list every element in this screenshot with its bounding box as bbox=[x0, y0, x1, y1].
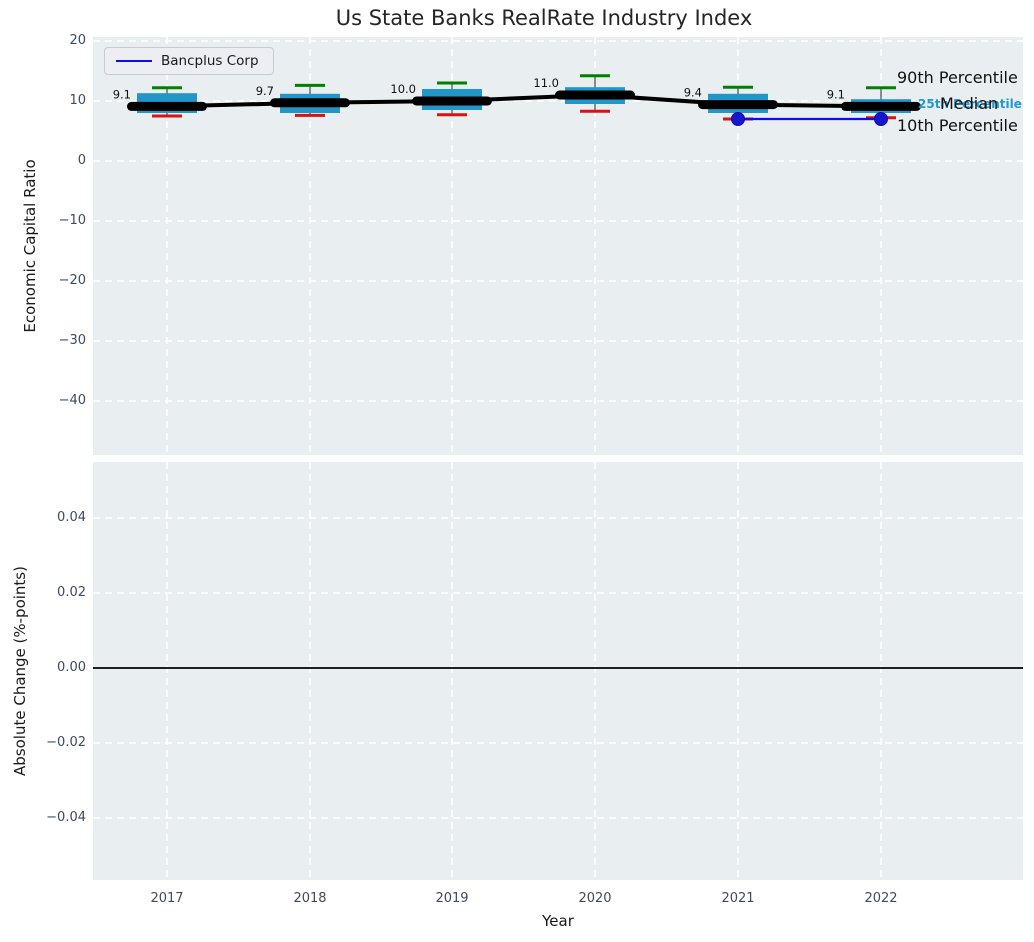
median-value-label: 9.7 bbox=[256, 84, 274, 98]
bancplus-marker bbox=[874, 112, 888, 126]
top-y-tick--40: −40 bbox=[58, 393, 86, 408]
median-value-label: 9.1 bbox=[827, 87, 845, 101]
annotation-90th-percentile: 90th Percentile bbox=[897, 68, 1018, 87]
top-y-tick-0: 0 bbox=[77, 153, 86, 168]
top-y-tick--20: −20 bbox=[58, 273, 86, 288]
bottom-y-tick-0.04: 0.04 bbox=[57, 510, 86, 525]
legend-line-swatch bbox=[116, 60, 152, 62]
x-tick-2018: 2018 bbox=[293, 891, 327, 906]
top-y-tick--10: −10 bbox=[58, 213, 86, 228]
median-capsule bbox=[698, 100, 778, 110]
median-value-label: 9.4 bbox=[684, 86, 702, 100]
median-capsule bbox=[412, 96, 492, 106]
x-axis-label: Year bbox=[542, 912, 574, 930]
median-capsule bbox=[127, 101, 207, 111]
median-value-label: 11.0 bbox=[533, 76, 559, 90]
x-tick-2019: 2019 bbox=[435, 891, 469, 906]
chart-title: Us State Banks RealRate Industry Index bbox=[335, 6, 753, 30]
bottom-y-tick-0: 0.00 bbox=[57, 660, 86, 675]
median-value-label: 10.0 bbox=[390, 82, 416, 96]
top-y-tick-20: 20 bbox=[69, 33, 86, 48]
median-value-label: 9.1 bbox=[113, 87, 131, 101]
bottom-y-tick--0.04: −0.04 bbox=[46, 810, 86, 825]
top-y-tick--30: −30 bbox=[58, 333, 86, 348]
bancplus-marker bbox=[731, 112, 745, 126]
median-capsule bbox=[270, 98, 350, 108]
x-tick-2020: 2020 bbox=[578, 891, 612, 906]
legend-label: Bancplus Corp bbox=[161, 53, 259, 69]
bottom-plot-area bbox=[93, 462, 1023, 880]
annotation-10th-percentile: 10th Percentile bbox=[897, 116, 1018, 135]
annotation-median: Median bbox=[940, 94, 999, 113]
top-y-tick-10: 10 bbox=[69, 93, 86, 108]
bottom-y-tick-0.02: 0.02 bbox=[57, 585, 86, 600]
top-y-axis-label: Economic Capital Ratio bbox=[21, 159, 39, 333]
median-capsule bbox=[555, 90, 635, 100]
x-tick-2017: 2017 bbox=[150, 891, 184, 906]
x-tick-2022: 2022 bbox=[864, 891, 898, 906]
x-tick-2021: 2021 bbox=[721, 891, 755, 906]
bottom-y-tick--0.02: −0.02 bbox=[46, 735, 86, 750]
legend: Bancplus Corp bbox=[104, 47, 274, 75]
annotation-25th-percentile: 25th Percentile bbox=[918, 97, 1022, 111]
median-capsule bbox=[841, 101, 921, 111]
